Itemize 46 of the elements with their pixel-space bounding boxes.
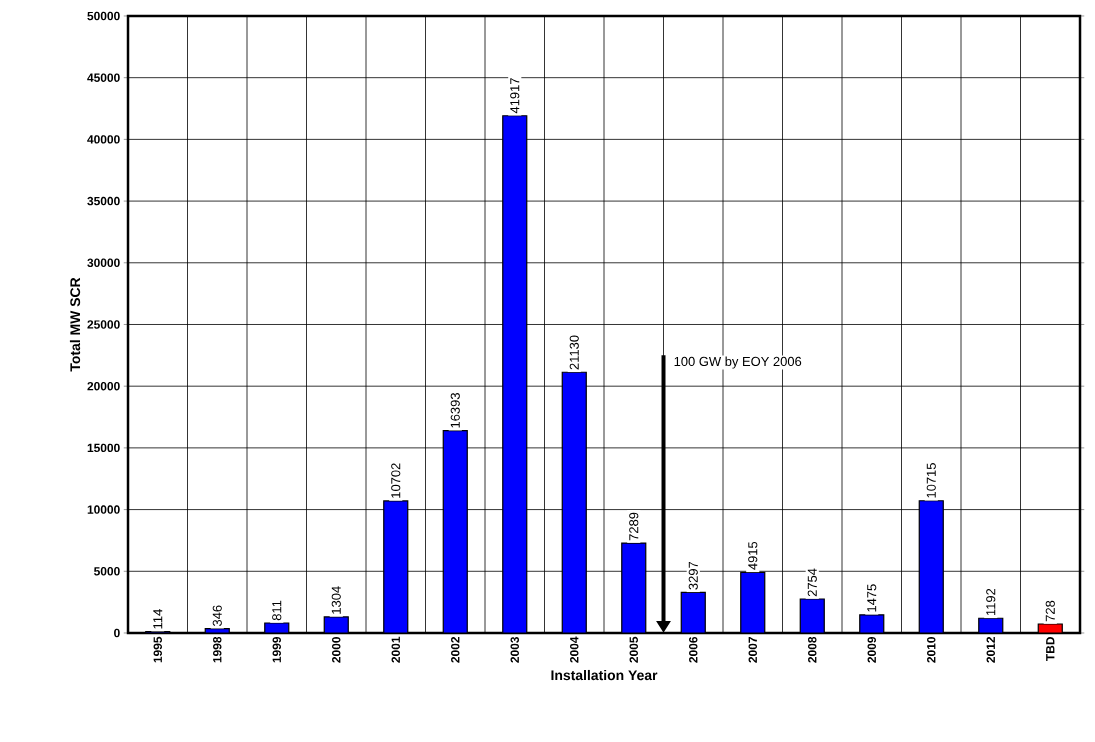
data-label: 2754 — [807, 568, 817, 597]
y-tick-label: 25000 — [87, 320, 120, 329]
data-label: 1192 — [986, 588, 996, 616]
y-tick-label: 50000 — [87, 11, 120, 21]
x-tick-label: 2002 — [451, 636, 460, 663]
x-tick-label: 1995 — [153, 636, 162, 663]
x-tick-label: 2008 — [808, 636, 817, 663]
data-label: 7289 — [629, 512, 639, 541]
data-label: 114 — [153, 609, 163, 629]
x-tick-label: 1998 — [213, 636, 222, 663]
data-label: 1304 — [331, 586, 341, 614]
x-tick-label: 2003 — [510, 636, 520, 663]
x-tick-label: 2001 — [391, 636, 400, 663]
y-tick-label: 40000 — [87, 135, 120, 144]
data-label: 4915 — [748, 541, 758, 570]
data-label: 41917 — [510, 78, 520, 114]
x-tick-label: 2004 — [570, 636, 579, 663]
data-label: 728 — [1045, 600, 1055, 622]
x-tick-label: 2007 — [748, 637, 757, 663]
x-tick-label: 2005 — [629, 636, 638, 663]
x-tick-label: 1999 — [272, 636, 281, 663]
y-tick-label: 30000 — [87, 258, 120, 268]
x-tick-label: 2006 — [689, 636, 698, 663]
data-label: 10702 — [391, 463, 401, 498]
y-tick-label: 15000 — [87, 443, 120, 453]
data-label: 16393 — [450, 393, 460, 428]
y-tick-label: 35000 — [87, 196, 120, 206]
data-label: 3297 — [688, 561, 698, 590]
x-tick-label: 2000 — [332, 637, 341, 663]
y-tick-label: 10000 — [87, 505, 120, 514]
data-label: 21130 — [569, 335, 579, 370]
x-tick-label: 2010 — [927, 637, 936, 663]
y-tick-label: 20000 — [87, 381, 120, 391]
data-label: 811 — [272, 600, 282, 621]
y-axis-title: Total MW SCR — [69, 277, 81, 372]
y-tick-label: 45000 — [87, 73, 120, 82]
x-tick-label: 2009 — [867, 636, 876, 663]
y-tick-label: 5000 — [94, 567, 120, 576]
x-axis-title: Installation Year — [551, 669, 658, 681]
x-tick-label: TBD — [1046, 637, 1055, 661]
data-label: 346 — [212, 605, 222, 627]
x-tick-label: 2012 — [986, 636, 995, 663]
data-label: 10715 — [926, 463, 936, 498]
data-label: 1475 — [867, 584, 877, 612]
annotation: 100 GW by EOY 2006 — [674, 356, 802, 369]
y-tick-label: 0 — [114, 628, 120, 638]
